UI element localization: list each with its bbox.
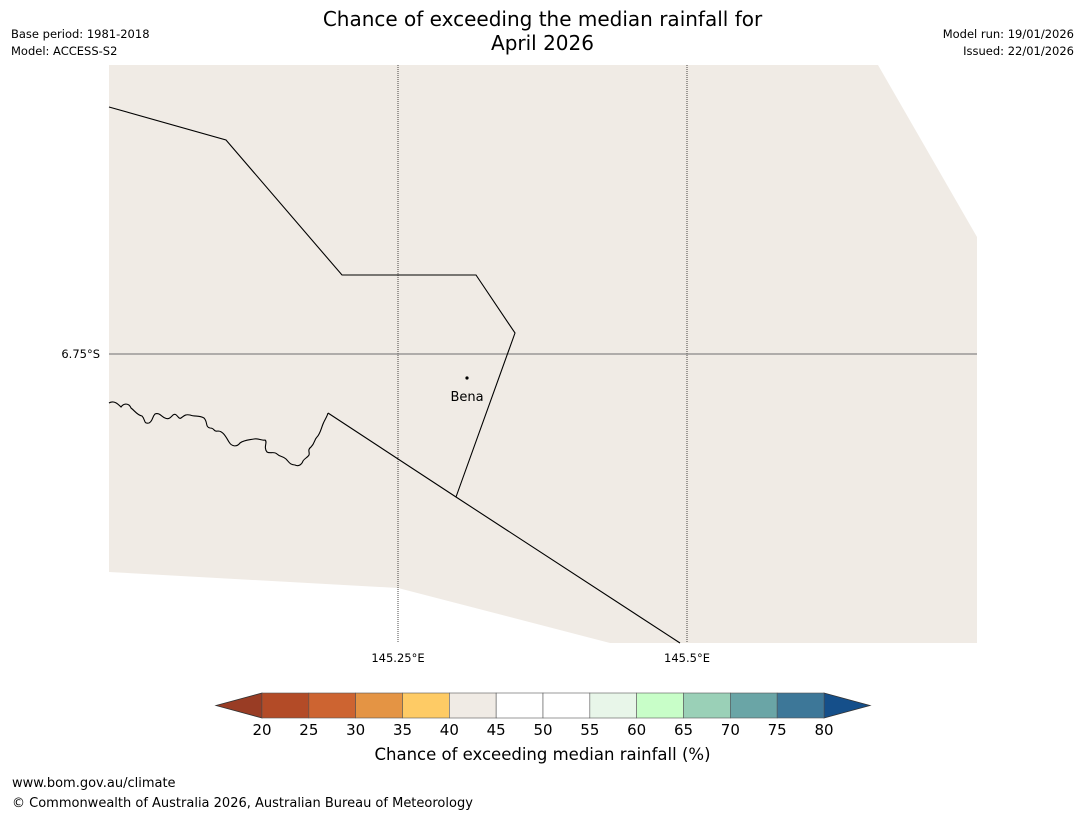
colorbar-bin-25-30 — [308, 692, 356, 719]
colorbar-bin-30-35 — [355, 692, 403, 719]
colorbar-bin-60-65 — [636, 692, 684, 719]
colorbar-tick-label: 60 — [627, 721, 646, 739]
colorbar-under-arrow — [214, 692, 263, 719]
colorbar-tick-label: 25 — [299, 721, 318, 739]
colorbar-bin-55-60 — [589, 692, 637, 719]
colorbar-tick-label: 65 — [674, 721, 693, 739]
issued-date: Issued: 22/01/2026 — [963, 44, 1074, 58]
colorbar-bin-70-75 — [730, 692, 778, 719]
colorbar-bin-40-45 — [449, 692, 497, 719]
lon-label-145-5: 145.5°E — [664, 651, 710, 665]
base-info: Base period: 1981-2018 Model: ACCESS-S2 — [11, 26, 150, 60]
title-line-2: April 2026 — [491, 31, 594, 55]
place-label-bena: Bena — [450, 390, 483, 405]
base-period: Base period: 1981-2018 — [11, 27, 150, 41]
colorbar-tick-label: 75 — [768, 721, 787, 739]
colorbar: 20 25 30 35 40 45 50 55 60 65 70 75 80 — [214, 692, 872, 739]
lat-label: 6.75°S — [61, 347, 100, 361]
colorbar-tick-label: 50 — [533, 721, 552, 739]
colorbar-tick-label: 45 — [487, 721, 506, 739]
colorbar-bin-65-70 — [683, 692, 731, 719]
model-run: Model run: 19/01/2026 — [942, 27, 1074, 41]
coastline — [108, 401, 329, 467]
colorbar-tick-label: 30 — [346, 721, 365, 739]
colorbar-bin-20-25 — [261, 692, 310, 719]
colorbar-tick-label: 80 — [814, 721, 833, 739]
website-link[interactable]: www.bom.gov.au/climate — [12, 776, 176, 791]
colorbar-over-arrow — [823, 692, 872, 719]
colorbar-bin-75-80 — [776, 692, 825, 719]
map-title: Chance of exceeding the median rainfall … — [0, 7, 1085, 55]
run-info: Model run: 19/01/2026 Issued: 22/01/2026 — [943, 26, 1074, 60]
colorbar-bin-50-55 — [542, 692, 591, 719]
province-boundary — [108, 106, 516, 498]
colorbar-bin-35-40 — [402, 692, 450, 719]
province-boundary — [327, 412, 681, 644]
lon-label-145-25: 145.25°E — [371, 651, 424, 665]
colorbar-tick-label: 40 — [440, 721, 459, 739]
colorbar-tick-label: 20 — [252, 721, 271, 739]
copyright-text: © Commonwealth of Australia 2026, Austra… — [12, 796, 473, 811]
place-marker-bena — [465, 376, 469, 380]
colorbar-tick-label: 55 — [580, 721, 599, 739]
title-line-1: Chance of exceeding the median rainfall … — [322, 7, 763, 31]
colorbar-tick-label: 35 — [393, 721, 412, 739]
colorbar-bin-45-50 — [495, 692, 544, 719]
colorbar-title: Chance of exceeding median rainfall (%) — [374, 745, 711, 764]
model-name: Model: ACCESS-S2 — [11, 44, 118, 58]
colorbar-tick-label: 70 — [721, 721, 740, 739]
